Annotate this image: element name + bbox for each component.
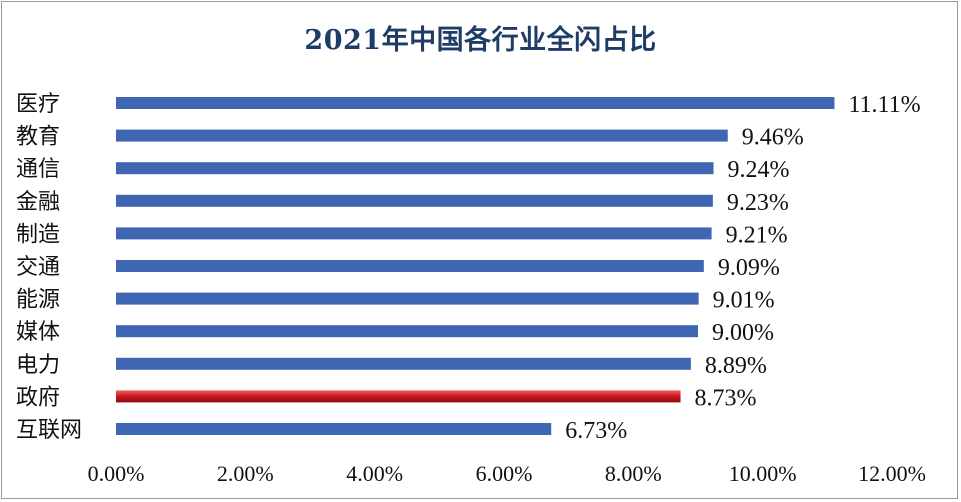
data-label: 9.09%	[718, 255, 780, 281]
category-label: 交通	[16, 255, 60, 280]
bar	[116, 423, 552, 435]
bar	[116, 292, 699, 305]
bar-highlight	[116, 390, 681, 403]
data-label: 9.23%	[727, 190, 789, 216]
data-label: 9.00%	[712, 320, 774, 346]
category-label: 能源	[16, 288, 60, 313]
data-label: 8.73%	[695, 385, 757, 411]
bar	[116, 97, 835, 109]
x-tick-label: 0.00%	[88, 461, 145, 486]
category-label: 金融	[16, 190, 60, 215]
data-label: 9.01%	[713, 288, 775, 314]
bar	[116, 194, 713, 207]
category-label: 制造	[16, 222, 60, 247]
bar	[116, 260, 704, 272]
category-label: 通信	[16, 157, 60, 182]
category-label: 教育	[16, 125, 60, 150]
x-tick-label: 8.00%	[605, 461, 662, 486]
data-label: 11.11%	[848, 92, 920, 118]
bar	[116, 357, 691, 370]
bar	[116, 162, 714, 175]
x-tick-label: 4.00%	[346, 461, 403, 486]
data-label: 9.21%	[726, 222, 788, 248]
category-label: 政府	[16, 385, 60, 410]
category-label: 电力	[16, 353, 60, 378]
category-label: 媒体	[16, 320, 60, 345]
chart-title: 2021年中国各行业全闪占比	[304, 25, 657, 56]
x-tick-label: 12.00%	[858, 461, 926, 486]
x-tick-label: 10.00%	[729, 461, 797, 486]
data-label: 6.73%	[565, 418, 627, 444]
category-label: 互联网	[16, 418, 82, 443]
bar	[116, 325, 698, 338]
data-label: 8.89%	[705, 353, 767, 379]
x-tick-label: 2.00%	[217, 461, 274, 486]
x-tick-label: 6.00%	[476, 461, 533, 486]
bar	[116, 227, 712, 240]
bar	[116, 129, 728, 142]
data-label: 9.24%	[728, 157, 790, 183]
data-label: 9.46%	[742, 125, 804, 151]
category-label: 医疗	[16, 92, 60, 117]
